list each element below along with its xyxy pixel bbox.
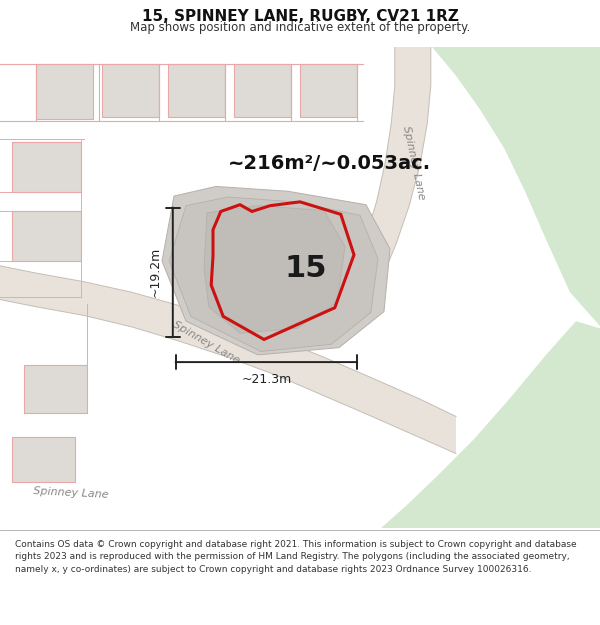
Polygon shape (204, 206, 345, 333)
Bar (102, 64, 159, 117)
Text: ~21.3m: ~21.3m (241, 373, 292, 386)
Polygon shape (345, 47, 431, 303)
Bar (12, 142, 81, 192)
Text: Spinney Lane: Spinney Lane (171, 319, 241, 366)
Text: Contains OS data © Crown copyright and database right 2021. This information is : Contains OS data © Crown copyright and d… (15, 540, 577, 574)
Text: 15, SPINNEY LANE, RUGBY, CV21 1RZ: 15, SPINNEY LANE, RUGBY, CV21 1RZ (142, 9, 458, 24)
Bar (24, 364, 87, 413)
Polygon shape (169, 197, 378, 351)
Text: Map shows position and indicative extent of the property.: Map shows position and indicative extent… (130, 21, 470, 34)
Polygon shape (162, 186, 390, 355)
Bar (168, 64, 225, 117)
Polygon shape (381, 321, 600, 528)
Bar (300, 64, 357, 117)
Bar (12, 437, 75, 483)
Text: Spinney Lane: Spinney Lane (33, 486, 109, 501)
Text: ~216m²/~0.053ac.: ~216m²/~0.053ac. (228, 154, 431, 173)
Bar (234, 64, 291, 117)
Polygon shape (432, 47, 600, 326)
Bar (36, 64, 93, 119)
Text: Spinney Lane: Spinney Lane (401, 124, 426, 200)
Bar (12, 211, 81, 261)
Polygon shape (0, 266, 456, 454)
Text: 15: 15 (285, 254, 327, 282)
Text: ~19.2m: ~19.2m (148, 247, 161, 298)
